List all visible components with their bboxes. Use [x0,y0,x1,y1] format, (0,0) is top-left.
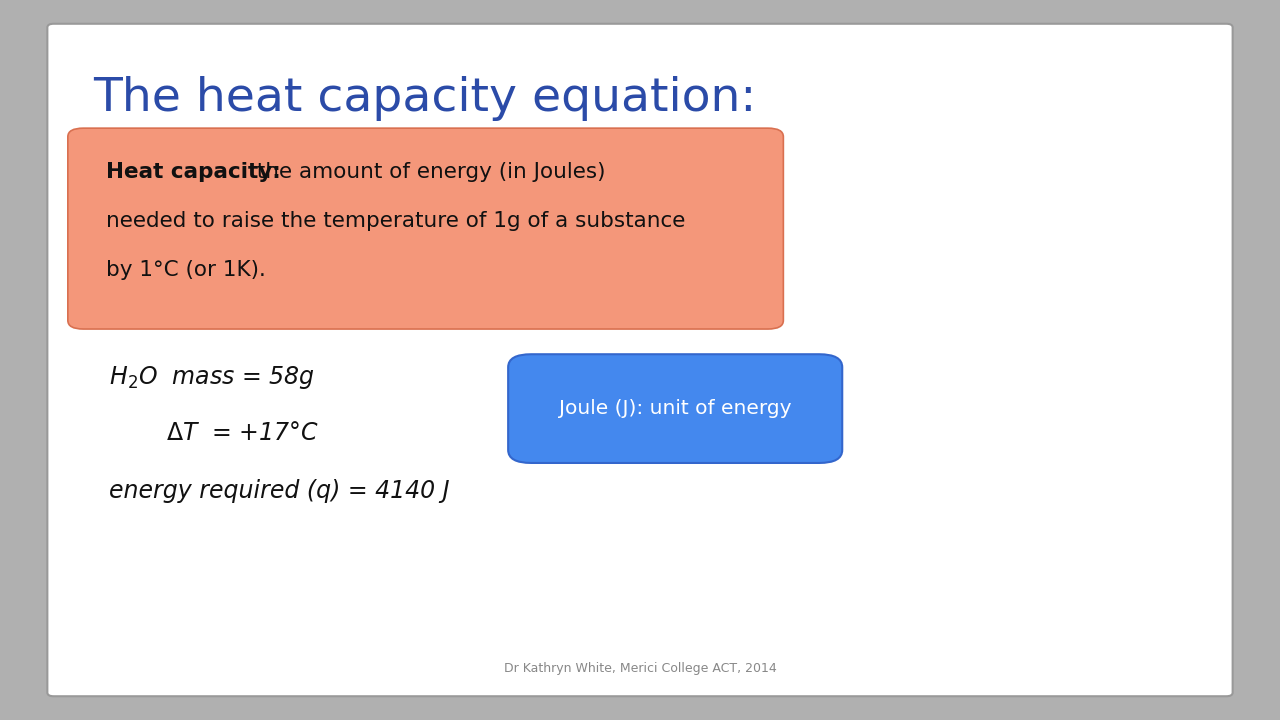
Text: Heat capacity:: Heat capacity: [106,162,282,182]
Text: The heat capacity equation:: The heat capacity equation: [93,76,756,120]
FancyBboxPatch shape [47,24,1233,696]
Text: the amount of energy (in Joules): the amount of energy (in Joules) [243,162,605,182]
Text: Dr Kathryn White, Merici College ACT, 2014: Dr Kathryn White, Merici College ACT, 20… [503,662,777,675]
Text: energy required (q) = 4140 J: energy required (q) = 4140 J [109,479,449,503]
FancyBboxPatch shape [68,128,783,329]
FancyBboxPatch shape [508,354,842,463]
Text: Joule (J): unit of energy: Joule (J): unit of energy [559,399,791,418]
Text: $\Delta$T  = +17°C: $\Delta$T = +17°C [166,421,320,445]
Text: needed to raise the temperature of 1g of a substance: needed to raise the temperature of 1g of… [106,211,686,231]
Text: H$_2$O  mass = 58g: H$_2$O mass = 58g [109,364,315,390]
Text: by 1°C (or 1K).: by 1°C (or 1K). [106,260,266,280]
